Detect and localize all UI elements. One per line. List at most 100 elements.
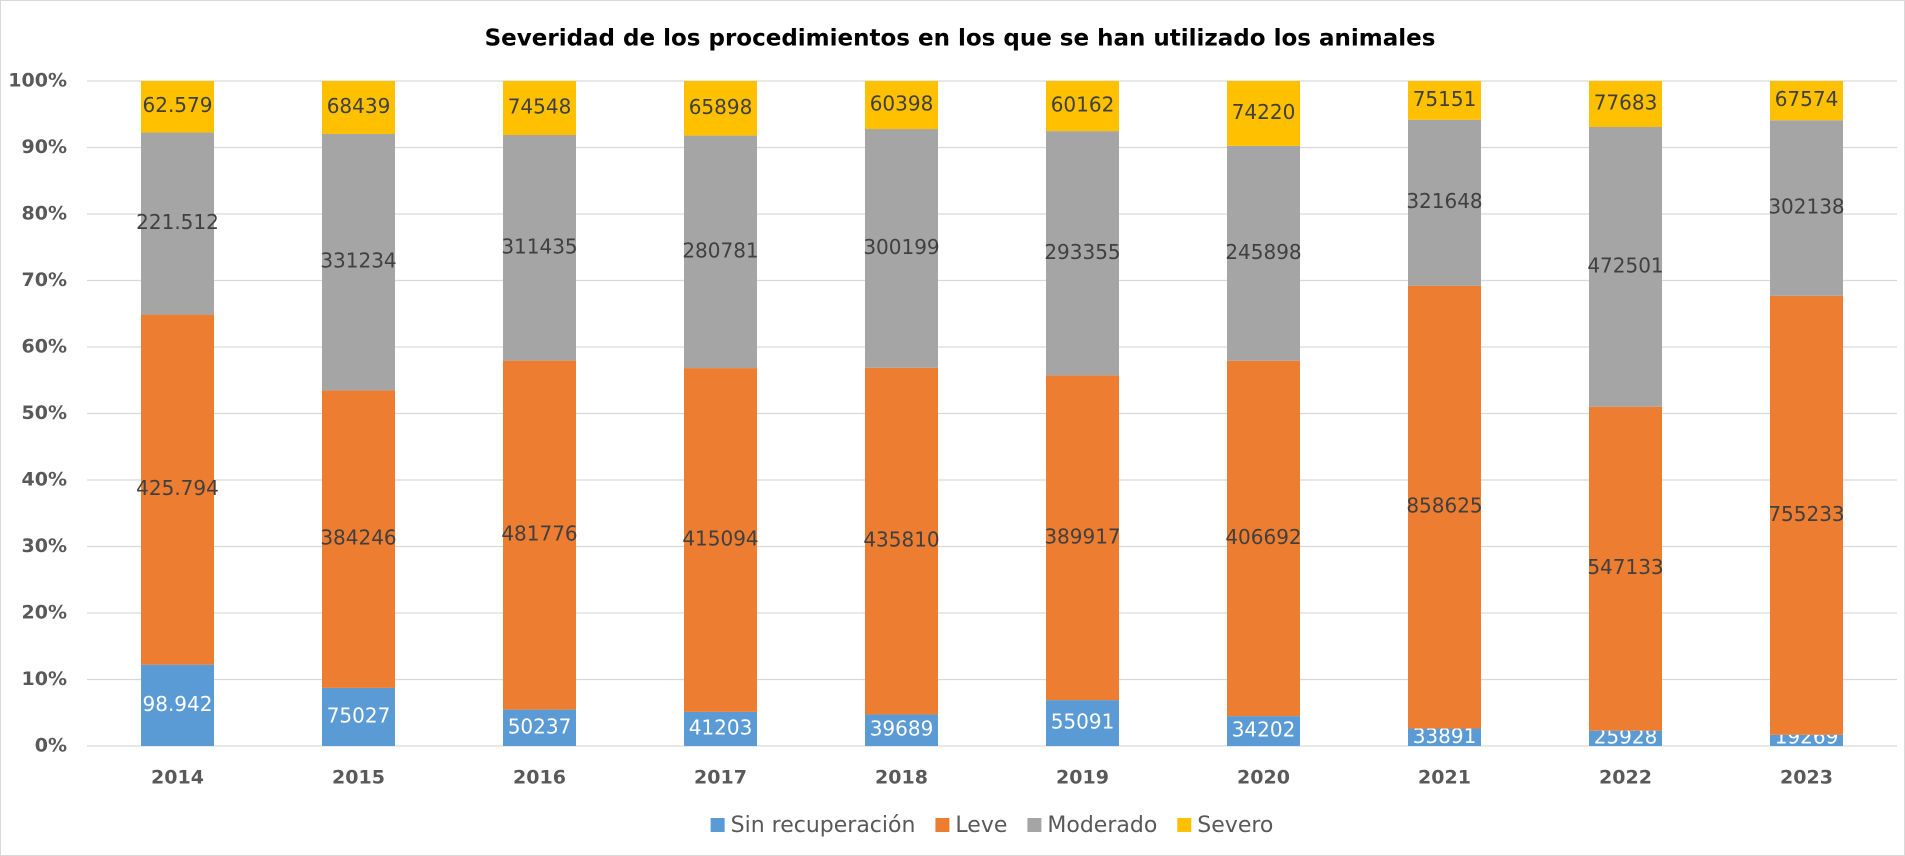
bar-segment: [141, 664, 214, 746]
bar-segment: [322, 390, 395, 688]
bar-segment: [684, 368, 757, 712]
legend-swatch: [1177, 818, 1192, 832]
y-tick-label: 20%: [22, 602, 67, 624]
y-tick-label: 30%: [22, 535, 67, 557]
data-label: 98.942: [143, 692, 213, 716]
bar-segment: [1770, 81, 1843, 121]
data-label: 77683: [1594, 90, 1658, 114]
data-label: 384246: [320, 526, 396, 550]
bar-segment: [1770, 734, 1843, 746]
data-label: 62.579: [143, 93, 213, 117]
chart-title: Severidad de los procedimientos en los q…: [485, 26, 1436, 52]
bar-segment: [684, 135, 757, 369]
y-tick-label: 90%: [22, 136, 67, 158]
bar-segment: [684, 81, 757, 136]
data-label: 293355: [1044, 240, 1120, 264]
bar-segment: [141, 132, 214, 315]
data-label: 68439: [327, 94, 391, 118]
x-tick-label: 2022: [1599, 767, 1652, 789]
data-label: 74220: [1232, 100, 1296, 124]
legend-label: Severo: [1197, 813, 1273, 838]
bar-segment: [322, 133, 395, 391]
data-label: 60162: [1051, 93, 1115, 117]
data-label: 60398: [870, 92, 934, 116]
bar-segment: [503, 81, 576, 136]
data-label: 245898: [1225, 240, 1301, 264]
bar-segment: [322, 687, 395, 746]
x-tick-label: 2014: [151, 767, 204, 789]
data-label: 65898: [689, 95, 753, 119]
bar-segment: [1770, 120, 1843, 296]
bar-segment: [1408, 285, 1481, 729]
bar-segment: [1589, 126, 1662, 407]
legend-swatch: [1027, 818, 1042, 832]
bar-segment: [503, 135, 576, 361]
y-tick-label: 40%: [22, 469, 67, 491]
bar-segment: [1046, 131, 1119, 376]
legend-label: Sin recuperación: [731, 813, 916, 838]
bar-segment: [1589, 81, 1662, 127]
x-tick-label: 2017: [694, 767, 747, 789]
bar-segment: [1589, 406, 1662, 731]
data-label: 55091: [1051, 710, 1115, 734]
y-tick-label: 10%: [22, 668, 67, 690]
data-label: 74548: [508, 95, 572, 119]
y-tick-label: 80%: [22, 203, 67, 225]
bar-segment: [1227, 716, 1300, 746]
data-label: 300199: [863, 235, 939, 259]
legend-swatch: [935, 818, 950, 832]
bar-segment: [1770, 295, 1843, 735]
data-label: 858625: [1406, 494, 1482, 518]
bar-segment: [1046, 375, 1119, 701]
bar-segment: [1227, 145, 1300, 361]
data-label: 406692: [1225, 525, 1301, 549]
bar-segment: [1227, 360, 1300, 717]
data-label: 67574: [1775, 87, 1839, 111]
bar-segment: [1408, 728, 1481, 746]
data-label: 415094: [682, 526, 758, 550]
data-label: 311435: [501, 234, 577, 258]
legend-label: Leve: [955, 813, 1007, 838]
x-tick-label: 2021: [1418, 767, 1471, 789]
bar-segment: [1227, 81, 1300, 146]
legend-swatch: [710, 818, 725, 832]
legend-label: Moderado: [1047, 813, 1157, 838]
bar-segment: [503, 360, 576, 710]
x-tick-label: 2015: [332, 767, 385, 789]
data-label: 50237: [508, 714, 572, 738]
data-label: 34202: [1232, 718, 1296, 742]
x-tick-label: 2019: [1056, 767, 1109, 789]
data-label: 481776: [501, 522, 577, 546]
bar-segment: [503, 709, 576, 746]
x-tick-label: 2023: [1780, 767, 1833, 789]
data-label: 302138: [1768, 195, 1844, 219]
data-label: 435810: [863, 528, 939, 552]
bar-segment: [865, 714, 938, 746]
bar-segment: [1589, 730, 1662, 746]
y-tick-label: 100%: [8, 70, 67, 92]
bar-segment: [1408, 119, 1481, 286]
data-label: 389917: [1044, 524, 1120, 548]
y-tick-label: 70%: [22, 269, 67, 291]
data-label: 41203: [689, 715, 753, 739]
y-tick-label: 0%: [35, 735, 67, 757]
bar-segment: [865, 81, 938, 130]
bar-segment: [865, 367, 938, 715]
data-label: 280781: [682, 238, 758, 262]
y-tick-label: 50%: [22, 402, 67, 424]
data-label: 221.512: [136, 210, 219, 234]
data-label: 547133: [1587, 555, 1663, 579]
data-label: 321648: [1406, 189, 1482, 213]
bar-segment: [1046, 81, 1119, 132]
x-tick-label: 2018: [875, 767, 928, 789]
data-label: 472501: [1587, 253, 1663, 277]
bar-segment: [141, 81, 214, 133]
x-tick-label: 2016: [513, 767, 566, 789]
data-label: 755233: [1768, 502, 1844, 526]
bar-segment: [1408, 81, 1481, 120]
data-label: 39689: [870, 717, 934, 741]
data-label: 75151: [1413, 87, 1477, 111]
bar-segment: [141, 314, 214, 665]
